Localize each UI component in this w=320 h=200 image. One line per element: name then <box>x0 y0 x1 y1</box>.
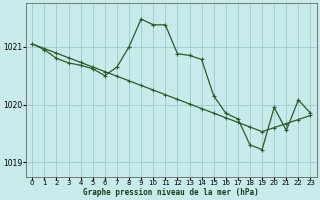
X-axis label: Graphe pression niveau de la mer (hPa): Graphe pression niveau de la mer (hPa) <box>84 188 259 197</box>
